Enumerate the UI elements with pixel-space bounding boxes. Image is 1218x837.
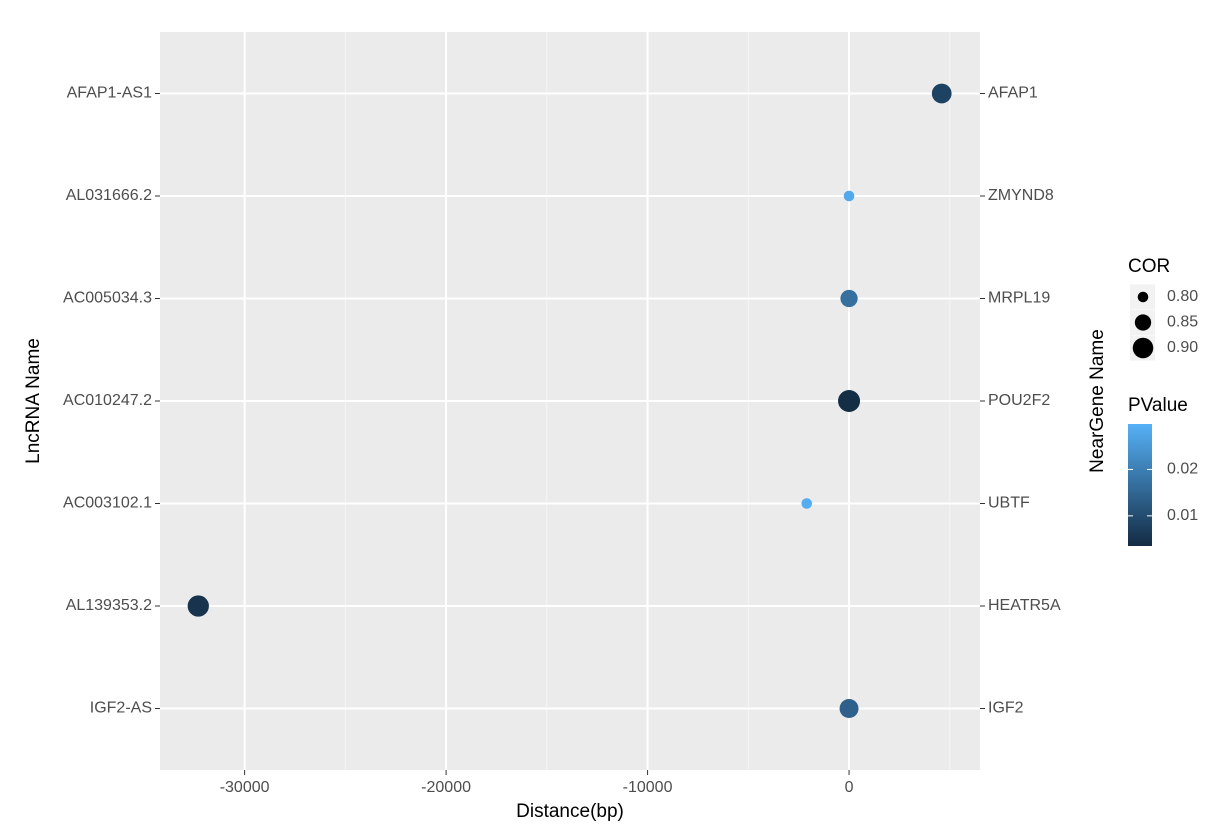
- colorbar: [1128, 424, 1152, 546]
- x-tick-label: 0: [845, 779, 854, 796]
- color-legend-title: PValue: [1128, 395, 1188, 416]
- y-tick-label: AC003102.1: [63, 495, 152, 512]
- y-tick-label: AC010247.2: [63, 392, 152, 409]
- y-tick-label: AL139353.2: [66, 597, 152, 614]
- point: [839, 699, 859, 718]
- y2-tick-label: AFAP1: [988, 85, 1038, 102]
- point: [801, 498, 813, 509]
- y2-tick-label: MRPL19: [988, 290, 1050, 307]
- y2-title: NearGene Name: [1087, 329, 1108, 473]
- y2-tick-label: HEATR5A: [988, 597, 1061, 614]
- colorbar-label: 0.01: [1167, 507, 1198, 524]
- y2-tick-label: IGF2: [988, 700, 1024, 717]
- y-tick-label: AL031666.2: [66, 187, 152, 204]
- legend-point: [1134, 314, 1152, 331]
- y2-tick-label: UBTF: [988, 495, 1030, 512]
- colorbar-label: 0.02: [1167, 461, 1198, 478]
- x-tick-label: -20000: [421, 779, 471, 796]
- legend-label: 0.90: [1167, 339, 1198, 356]
- point: [838, 390, 861, 412]
- legend-point: [1137, 291, 1149, 303]
- y-tick-label: IGF2-AS: [90, 700, 152, 717]
- y-title: LncRNA Name: [23, 338, 44, 464]
- legend-label: 0.80: [1167, 288, 1198, 305]
- x-title: Distance(bp): [516, 801, 624, 822]
- y-tick-label: AC005034.3: [63, 290, 152, 307]
- y2-tick-label: ZMYND8: [988, 187, 1054, 204]
- y2-tick-label: POU2F2: [988, 392, 1050, 409]
- point: [931, 83, 952, 104]
- point: [187, 595, 209, 617]
- point: [840, 289, 858, 308]
- legend-point: [1132, 337, 1154, 359]
- y-tick-label: AFAP1-AS1: [67, 85, 152, 102]
- point: [843, 190, 855, 202]
- x-tick-label: -10000: [623, 779, 673, 796]
- x-tick-label: -30000: [220, 779, 270, 796]
- size-legend-title: COR: [1128, 256, 1170, 277]
- legend-label: 0.85: [1167, 314, 1198, 331]
